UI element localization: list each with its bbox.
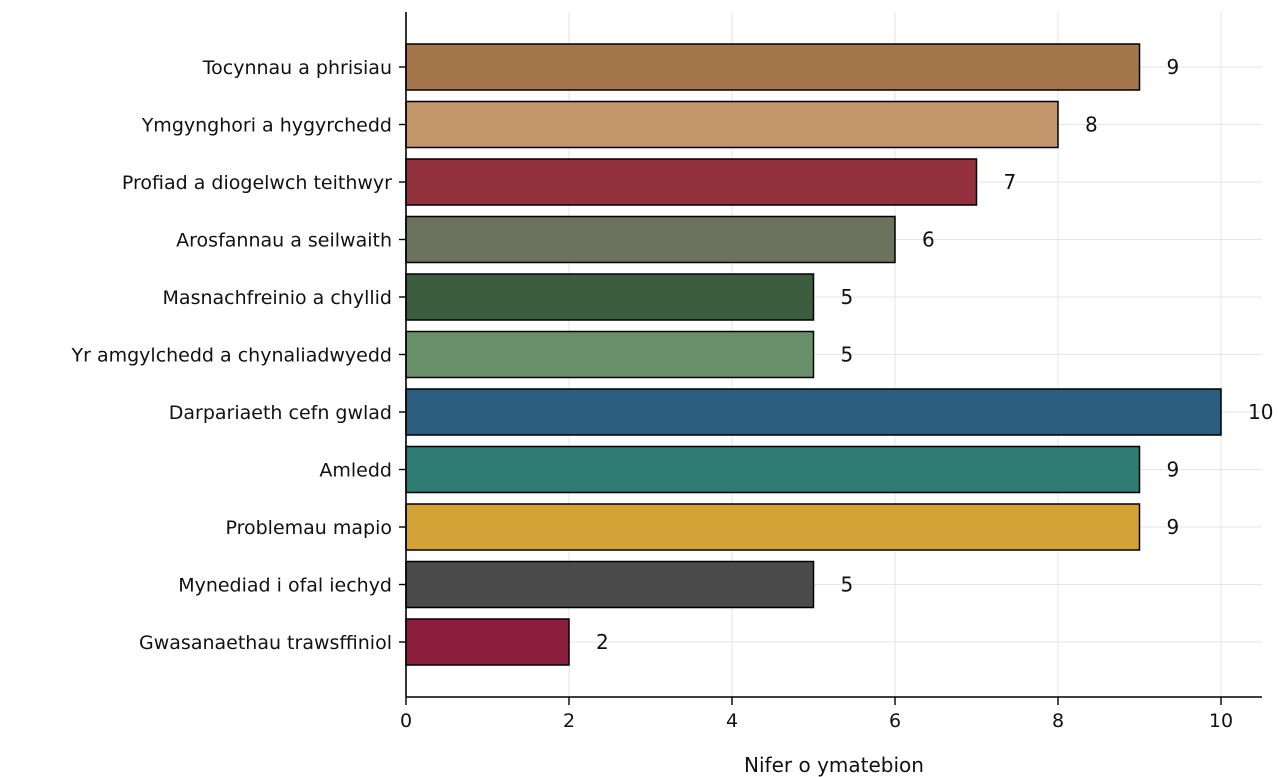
category-label: Problemau mapio bbox=[225, 517, 392, 539]
bar bbox=[405, 560, 815, 609]
bar-value-label: 7 bbox=[1004, 170, 1017, 194]
x-tick-label: 0 bbox=[400, 710, 412, 732]
bar bbox=[405, 503, 1141, 551]
bar bbox=[405, 100, 1059, 149]
bar bbox=[405, 618, 570, 666]
bar-value-label: 9 bbox=[1167, 515, 1180, 539]
bar-value-label: 5 bbox=[841, 285, 854, 309]
category-label: Gwasanaethau trawsffiniol bbox=[139, 632, 392, 654]
bar-value-label: 8 bbox=[1085, 113, 1098, 137]
x-tick-label: 10 bbox=[1209, 710, 1233, 732]
bar bbox=[405, 215, 896, 264]
bar bbox=[405, 330, 815, 379]
bar-value-label: 5 bbox=[841, 343, 854, 367]
bar-value-label: 2 bbox=[596, 630, 609, 654]
bar bbox=[405, 388, 1222, 436]
bar-value-label: 6 bbox=[922, 228, 935, 252]
category-label: Tocynnau a phrisiau bbox=[202, 57, 392, 79]
x-tick-label: 2 bbox=[563, 710, 575, 732]
category-label: Mynediad i ofal iechyd bbox=[178, 575, 392, 597]
bar-value-label: 9 bbox=[1167, 55, 1180, 79]
x-tick-label: 8 bbox=[1052, 710, 1064, 732]
category-label: Amledd bbox=[319, 460, 392, 482]
bar-value-label: 9 bbox=[1167, 458, 1180, 482]
bar bbox=[405, 445, 1141, 494]
x-tick-label: 6 bbox=[889, 710, 901, 732]
bar-value-label: 5 bbox=[841, 573, 854, 597]
category-label: Profiad a diogelwch teithwyr bbox=[122, 172, 392, 194]
tick-labels: 0 2 4 6 8 10 Tocynnau a phrisiau Ymgynghori a h… bbox=[71, 57, 1234, 732]
bar bbox=[405, 273, 815, 321]
category-label: Arosfannau a seilwaith bbox=[176, 230, 392, 252]
category-label: Ymgynghori a hygyrchedd bbox=[141, 115, 392, 137]
category-label: Masnachfreinio a chyllid bbox=[163, 287, 392, 309]
bar bbox=[405, 158, 978, 206]
category-label: Darpariaeth cefn gwlad bbox=[169, 402, 392, 424]
bar bbox=[405, 43, 1141, 91]
x-tick-label: 4 bbox=[726, 710, 738, 732]
x-axis-title: Nifer o ymatebion bbox=[744, 753, 924, 777]
bars: 9 8 7 6 5 5 10 9 9 5 2 bbox=[405, 43, 1273, 666]
category-label: Yr amgylchedd a chynaliadwyedd bbox=[71, 345, 393, 367]
bar-value-label: 10 bbox=[1248, 400, 1273, 424]
